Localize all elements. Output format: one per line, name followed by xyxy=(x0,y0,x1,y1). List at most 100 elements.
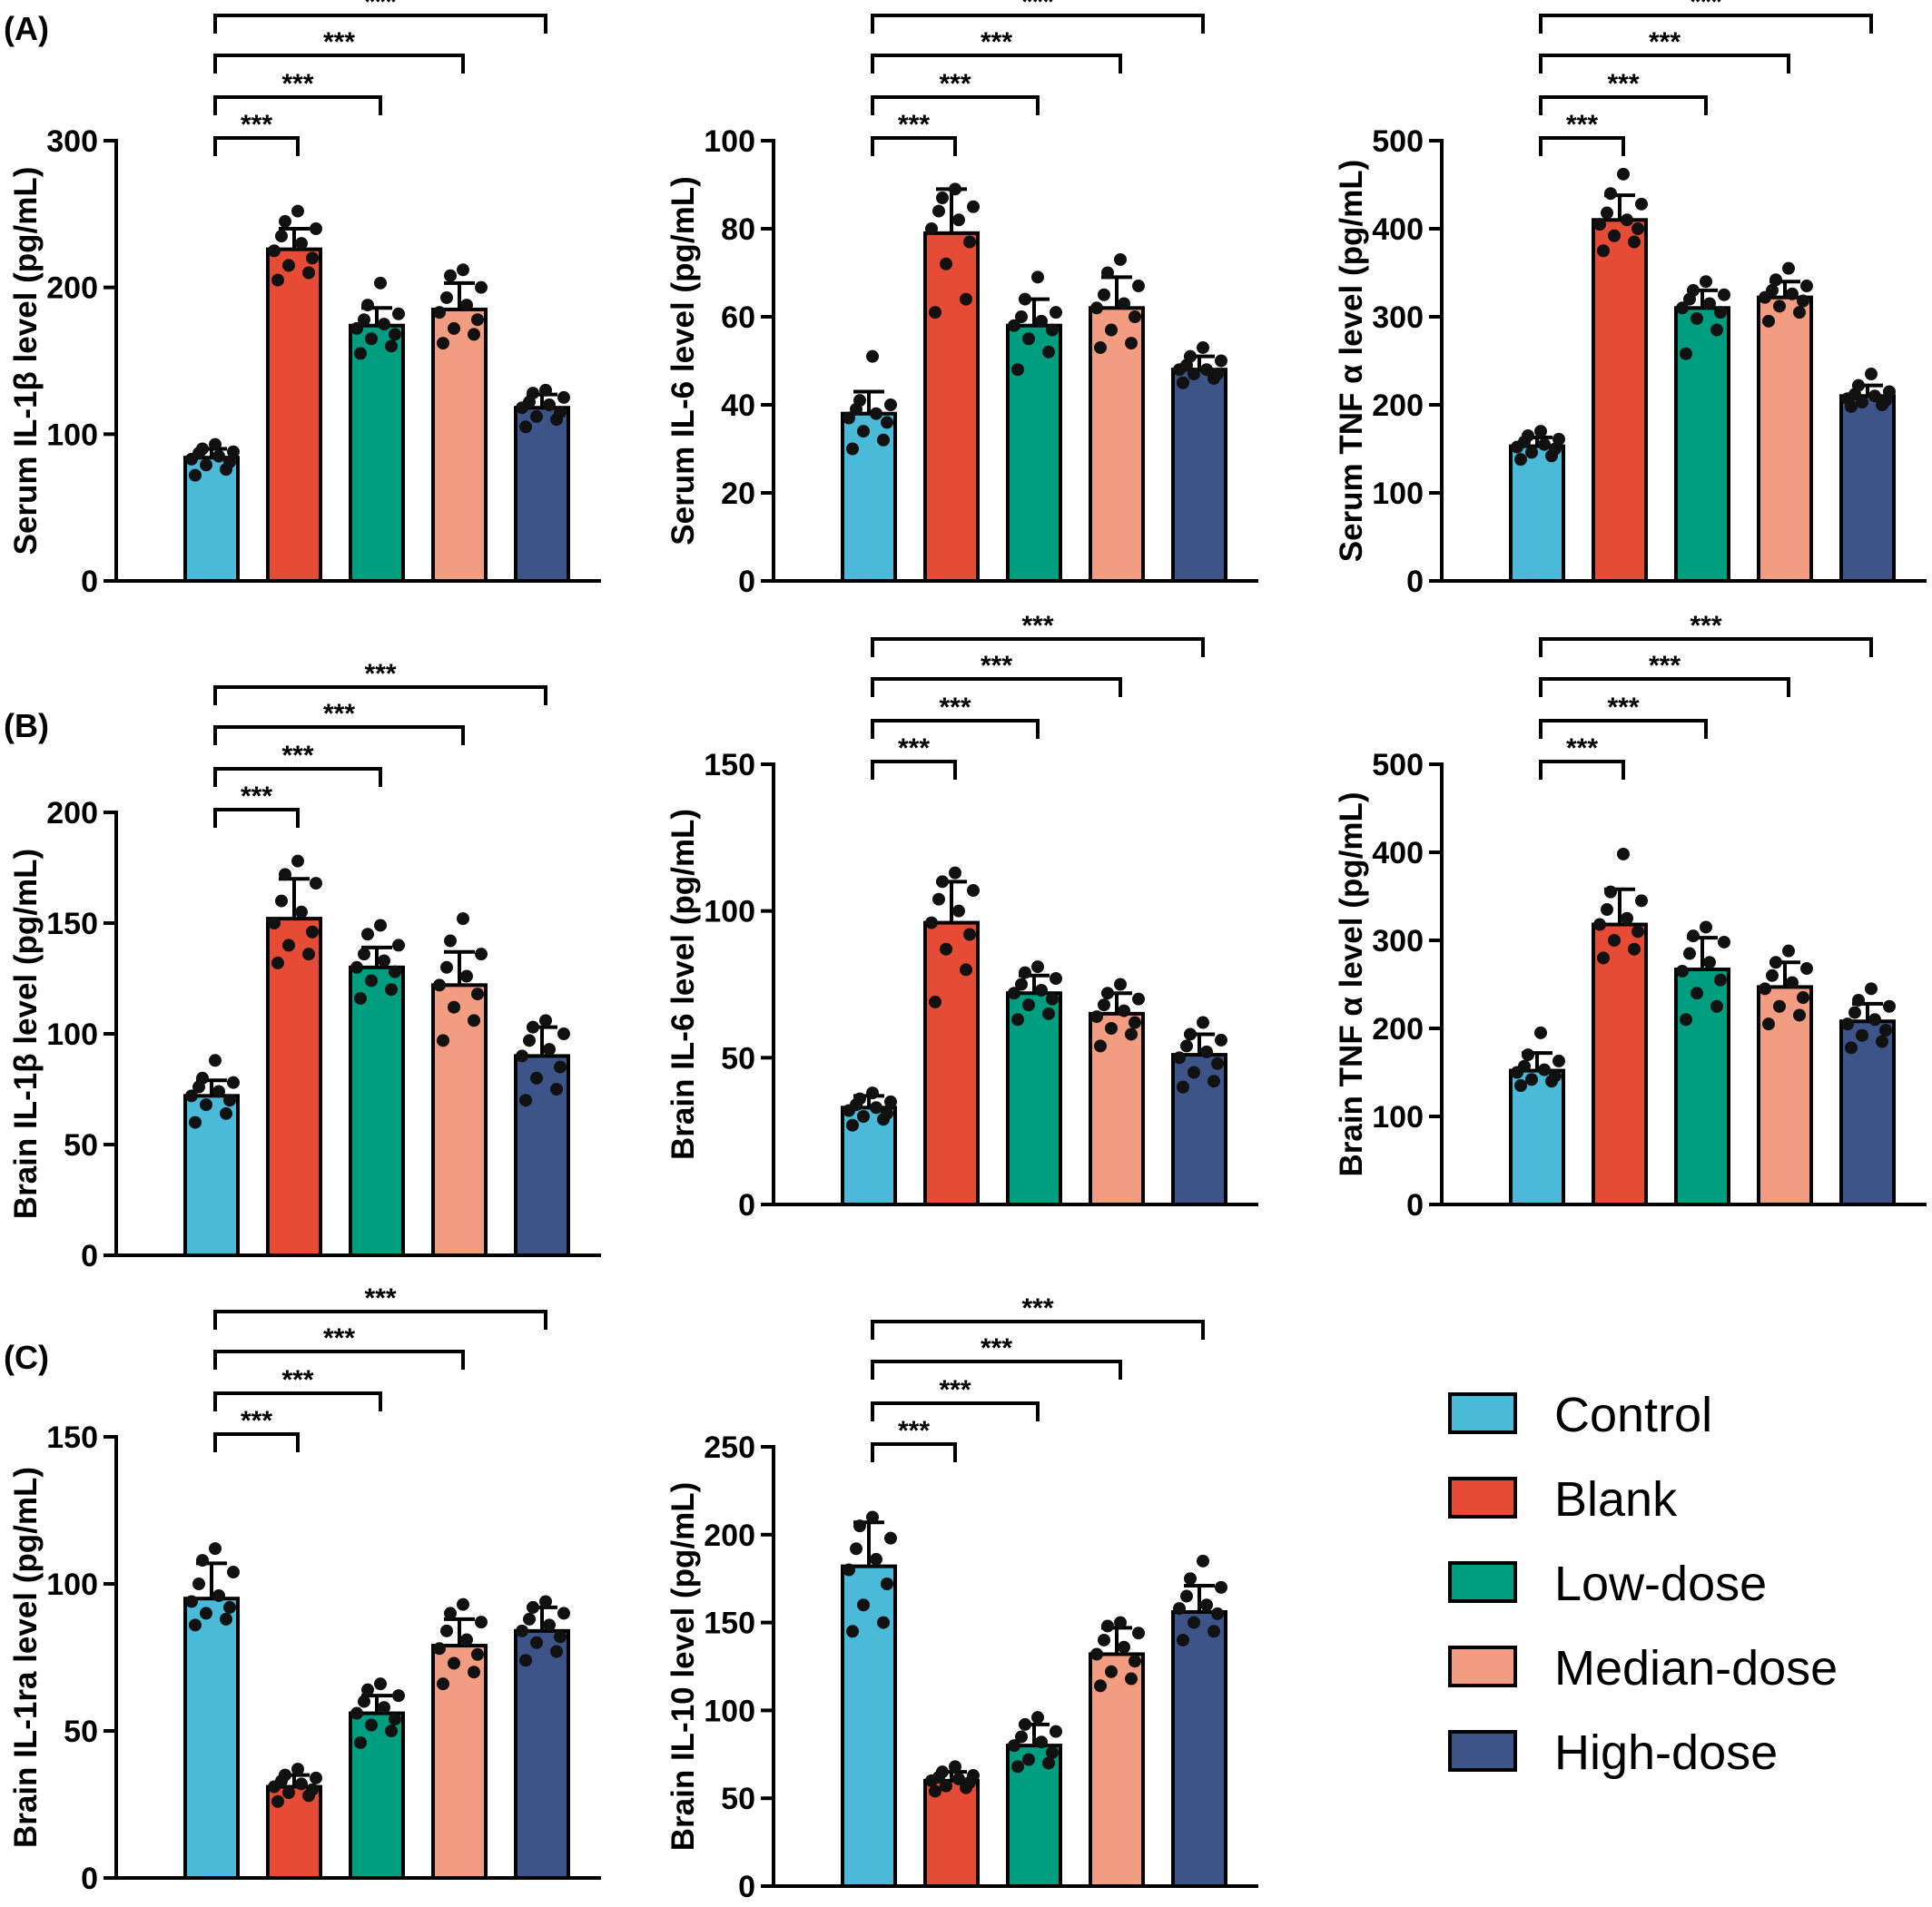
data-point-control xyxy=(200,458,212,472)
data-point-median-dose xyxy=(1094,340,1107,354)
data-point-median-dose xyxy=(475,280,488,294)
data-point-median-dose xyxy=(1098,1633,1110,1647)
data-point-blank xyxy=(963,928,976,941)
y-axis-label: Brain IL-10 level (pg/mL) xyxy=(665,1482,701,1851)
data-point-low-dose xyxy=(1690,311,1703,325)
data-point-control xyxy=(227,1566,240,1579)
data-point-low-dose xyxy=(354,1735,367,1749)
y-tick-label: 40 xyxy=(721,388,755,423)
data-point-high-dose xyxy=(550,1645,563,1658)
data-point-low-dose xyxy=(358,948,370,961)
data-point-control xyxy=(884,1531,897,1545)
data-point-blank xyxy=(271,1794,284,1808)
data-point-blank xyxy=(1635,197,1648,211)
data-point-low-dose xyxy=(1035,983,1048,997)
data-point-control xyxy=(212,1085,225,1098)
panel-label-a: (A) xyxy=(4,10,49,47)
data-point-blank xyxy=(949,182,961,196)
y-tick-label: 0 xyxy=(1406,565,1424,599)
data-point-high-dose xyxy=(1215,1580,1227,1594)
data-point-blank xyxy=(1593,918,1606,931)
data-point-blank xyxy=(1601,206,1613,220)
bracket-line xyxy=(871,1401,1040,1421)
data-point-high-dose xyxy=(1177,1080,1189,1094)
data-point-median-dose xyxy=(1786,287,1799,300)
bracket-line xyxy=(213,1350,465,1370)
data-point-median-dose xyxy=(1132,1627,1145,1640)
data-point-blank xyxy=(967,884,980,898)
data-point-high-dose xyxy=(1868,389,1881,403)
data-point-blank xyxy=(952,904,965,918)
data-point-low-dose xyxy=(1050,972,1062,986)
data-point-low-dose xyxy=(350,960,363,974)
bracket-line xyxy=(871,95,1040,115)
bracket-line xyxy=(1539,54,1790,74)
data-point-low-dose xyxy=(358,1695,370,1708)
bar-high-dose xyxy=(1839,394,1896,583)
y-tick-label: 200 xyxy=(704,1519,755,1553)
data-point-low-dose xyxy=(1714,306,1727,319)
data-point-median-dose xyxy=(444,934,457,948)
significance-bracket: *** xyxy=(1539,69,1708,115)
significance-bracket: *** xyxy=(1539,0,1873,34)
data-point-low-dose xyxy=(1703,956,1716,969)
data-point-blank xyxy=(1604,187,1617,201)
data-point-median-dose xyxy=(1782,261,1795,275)
data-point-blank xyxy=(268,244,281,258)
bracket-line xyxy=(213,54,465,74)
data-point-low-dose xyxy=(365,974,378,988)
y-tick-label: 0 xyxy=(738,565,755,599)
data-point-median-dose xyxy=(437,1034,449,1047)
data-point-blank xyxy=(1608,934,1621,947)
significance-bracket: *** xyxy=(871,1375,1040,1421)
bracket-line xyxy=(213,136,300,156)
data-point-control xyxy=(1514,1079,1527,1093)
legend-label-low-dose: Low-dose xyxy=(1554,1557,1767,1611)
data-point-low-dose xyxy=(1022,332,1035,346)
data-point-low-dose xyxy=(350,1706,363,1720)
y-tick-label: 100 xyxy=(704,124,755,159)
data-point-median-dose xyxy=(1793,306,1806,319)
significance-bracket: *** xyxy=(213,659,547,705)
data-point-blank xyxy=(306,251,319,265)
significance-label: *** xyxy=(939,1375,971,1405)
y-axis-label: Brain IL-6 level (pg/mL) xyxy=(665,809,701,1160)
y-axis-label: Serum IL-1β level (pg/mL) xyxy=(8,167,44,555)
data-point-median-dose xyxy=(1105,1665,1118,1678)
significance-bracket: *** xyxy=(1539,110,1625,156)
data-point-high-dose xyxy=(550,1083,563,1096)
data-point-median-dose xyxy=(433,1642,446,1656)
data-point-low-dose xyxy=(1031,1711,1044,1725)
data-point-median-dose xyxy=(1101,987,1114,1000)
data-point-median-dose xyxy=(1114,1616,1127,1629)
data-point-blank xyxy=(310,1771,322,1784)
data-point-control xyxy=(1534,1026,1547,1039)
bracket-line xyxy=(871,1320,1205,1340)
data-point-control xyxy=(185,1595,198,1608)
data-point-control xyxy=(223,1094,236,1107)
data-point-low-dose xyxy=(1019,292,1031,306)
data-point-median-dose xyxy=(1105,323,1118,337)
bracket-line xyxy=(213,725,465,745)
bar-median-dose xyxy=(1757,295,1813,583)
data-point-low-dose xyxy=(1700,920,1712,934)
data-point-blank xyxy=(949,866,961,880)
data-point-control xyxy=(223,1600,236,1614)
data-point-median-dose xyxy=(1129,1655,1141,1668)
data-point-high-dose xyxy=(1865,982,1878,996)
data-point-control xyxy=(1534,425,1547,438)
data-point-control xyxy=(1552,1054,1565,1067)
data-point-low-dose xyxy=(378,954,390,968)
data-point-high-dose xyxy=(1841,1017,1854,1031)
data-point-low-dose xyxy=(1718,288,1730,301)
data-point-blank xyxy=(279,868,291,881)
data-point-high-dose xyxy=(1215,1033,1227,1047)
bracket-line xyxy=(213,1310,547,1330)
data-point-blank xyxy=(952,1772,965,1785)
data-point-low-dose xyxy=(1703,297,1716,310)
significance-label: *** xyxy=(981,651,1012,681)
data-point-median-dose xyxy=(440,960,453,974)
data-point-control xyxy=(209,1054,222,1067)
data-point-low-dose xyxy=(1035,314,1048,328)
y-tick-label: 50 xyxy=(64,1128,98,1163)
